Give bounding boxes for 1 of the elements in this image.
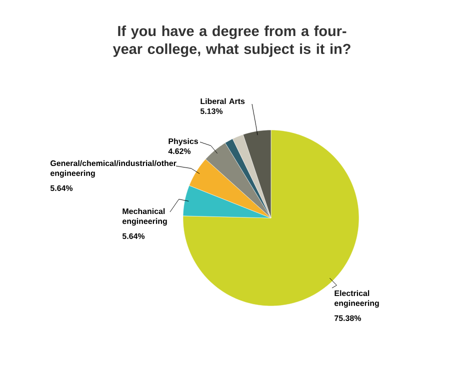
chart-title: If you have a degree from a four-year college, what subject is it in? (112, 26, 350, 57)
